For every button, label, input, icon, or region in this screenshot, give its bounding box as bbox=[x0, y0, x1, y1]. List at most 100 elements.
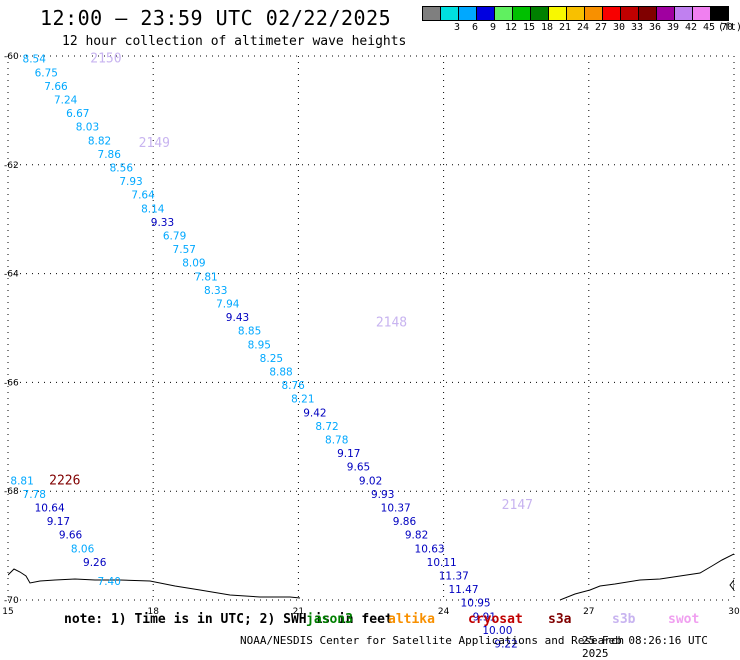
wave-height-value: 9.22 bbox=[494, 639, 517, 650]
wave-height-value: 8.09 bbox=[182, 258, 205, 270]
wave-height-value: 8.21 bbox=[291, 394, 314, 406]
y-tick-label: -66 bbox=[4, 378, 19, 388]
wave-height-value: 10.00 bbox=[482, 625, 512, 637]
coastline-path-island bbox=[729, 579, 734, 591]
wave-height-value: 7.81 bbox=[194, 271, 217, 283]
legend-label: 9 bbox=[489, 22, 497, 33]
wave-height-value: 7.24 bbox=[54, 95, 78, 107]
legend-label: 30 bbox=[612, 22, 626, 33]
footer-note: note: 1) Time is in UTC; 2) SWH is in fe… bbox=[64, 612, 393, 627]
wave-height-value: 8.95 bbox=[248, 339, 271, 351]
x-tick-label: 24 bbox=[438, 607, 450, 617]
wave-height-value: 7.57 bbox=[173, 244, 196, 256]
satellite-swot: swot bbox=[668, 612, 700, 627]
x-tick-label: 15 bbox=[2, 607, 13, 617]
y-tick-label: -64 bbox=[4, 270, 19, 280]
y-tick-label: -60 bbox=[4, 52, 19, 62]
wave-height-value: 8.54 bbox=[23, 54, 47, 66]
map-subtitle: 12 hour collection of altimeter wave hei… bbox=[62, 34, 407, 49]
wave-height-value: 9.02 bbox=[359, 475, 382, 487]
wave-height-value: 10.11 bbox=[427, 557, 457, 569]
coastline-path bbox=[8, 568, 301, 599]
legend-label: 27 bbox=[594, 22, 608, 33]
x-tick-label: 30 bbox=[728, 607, 740, 617]
y-tick-label: -68 bbox=[4, 487, 19, 497]
color-legend-labels: 3 6 9 12 15 18 21 24 27 30 33 36 39 42 45 70 (ft) bbox=[422, 22, 740, 34]
wave-height-value: 8.85 bbox=[238, 326, 261, 338]
x-tick-label: 21 bbox=[293, 607, 304, 617]
pass-number-label: 2150 bbox=[90, 52, 121, 67]
legend-label: 6 bbox=[471, 22, 479, 33]
pass-labels: 2150 2149 2148 2147 2226 bbox=[49, 52, 533, 513]
wave-height-value: 10.95 bbox=[461, 598, 491, 610]
legend-label: 33 bbox=[630, 22, 644, 33]
axis-ticks: 15 18 21 24 27 30 -60 -62 -64 -66 -68 -70 bbox=[2, 52, 740, 617]
wave-height-value: 8.82 bbox=[88, 135, 111, 147]
wave-height-value: 8.76 bbox=[281, 380, 305, 392]
legend-label: 12 bbox=[504, 22, 518, 33]
legend-label: 15 bbox=[522, 22, 536, 33]
legend-label: 45 bbox=[702, 22, 716, 33]
x-tick-label: 18 bbox=[147, 607, 159, 617]
wave-height-value: 9.91 bbox=[473, 611, 496, 623]
credit-text: NOAA/NESDIS Center for Satellite Applica… bbox=[240, 634, 625, 647]
legend-label: 39 bbox=[666, 22, 680, 33]
wave-height-value: 7.93 bbox=[119, 176, 142, 188]
wave-height-value: 6.79 bbox=[163, 231, 186, 243]
wave-height-value: 8.88 bbox=[269, 367, 292, 379]
wave-height-value: 9.42 bbox=[303, 407, 326, 419]
wave-height-value: 6.75 bbox=[35, 67, 58, 79]
wave-height-value: 8.25 bbox=[260, 353, 283, 365]
wave-height-value: 9.86 bbox=[393, 516, 417, 528]
pass-number-label: 2148 bbox=[376, 316, 407, 331]
wave-height-value: 7.78 bbox=[23, 489, 46, 501]
satellite-altika: altika bbox=[388, 612, 435, 627]
wave-height-value: 9.93 bbox=[371, 489, 394, 501]
wave-height-value: 8.81 bbox=[10, 475, 33, 487]
map-frame bbox=[8, 56, 734, 600]
wave-height-value: 10.63 bbox=[415, 543, 445, 555]
wave-height-value: 7.40 bbox=[98, 576, 121, 588]
legend-label: 36 bbox=[648, 22, 662, 33]
satellite-s3b: s3b bbox=[612, 612, 636, 627]
wave-height-value: 11.37 bbox=[439, 571, 469, 583]
legend-label: 24 bbox=[576, 22, 590, 33]
wave-height-value: 9.26 bbox=[83, 557, 107, 569]
satellite-jason3: jason3 bbox=[306, 612, 353, 627]
wave-height-value: 8.06 bbox=[71, 543, 95, 555]
wave-height-value: 7.94 bbox=[216, 299, 240, 311]
wave-height-values: 8.546.75 7.66 7.246.67 8.038.82 7.86 8.567.93… bbox=[10, 54, 517, 650]
x-tick-label: 27 bbox=[583, 607, 594, 617]
wave-height-value: 8.56 bbox=[110, 163, 134, 175]
legend-label: 21 bbox=[558, 22, 572, 33]
wave-height-value: 7.86 bbox=[98, 149, 122, 161]
pass-number-label: 2226 bbox=[49, 473, 80, 488]
wave-height-value: 8.14 bbox=[141, 203, 165, 215]
wave-height-value: 9.65 bbox=[347, 462, 370, 474]
wave-height-value: 8.33 bbox=[204, 285, 227, 297]
legend-label: 42 bbox=[684, 22, 698, 33]
wave-height-value: 7.64 bbox=[131, 190, 155, 202]
wave-height-value: 10.64 bbox=[35, 503, 65, 515]
timestamp-text: 25 Feb 08:26:16 UTC 2025 bbox=[582, 634, 708, 660]
satellite-cryosat: cryosat bbox=[468, 612, 523, 627]
wave-height-value: 8.72 bbox=[315, 421, 338, 433]
wave-height-value: 7.66 bbox=[44, 81, 68, 93]
coastline bbox=[8, 553, 734, 600]
legend-unit: (ft) bbox=[717, 22, 740, 33]
wave-height-value: 8.78 bbox=[325, 435, 348, 447]
wave-height-value: 9.33 bbox=[151, 217, 174, 229]
wave-height-value: 9.17 bbox=[47, 516, 70, 528]
wave-height-value: 9.66 bbox=[59, 530, 83, 542]
wave-height-value: 9.17 bbox=[337, 448, 360, 460]
legend-label: 18 bbox=[540, 22, 554, 33]
pass-number-label: 2147 bbox=[502, 498, 533, 513]
satellite-s3a: s3a bbox=[548, 612, 572, 627]
graticule bbox=[7, 55, 735, 601]
wave-height-value: 9.43 bbox=[226, 312, 249, 324]
legend-label: 70 bbox=[720, 22, 734, 33]
y-tick-label: -70 bbox=[4, 596, 19, 606]
y-tick-label: -62 bbox=[4, 161, 19, 171]
wave-height-value: 8.03 bbox=[76, 122, 99, 134]
